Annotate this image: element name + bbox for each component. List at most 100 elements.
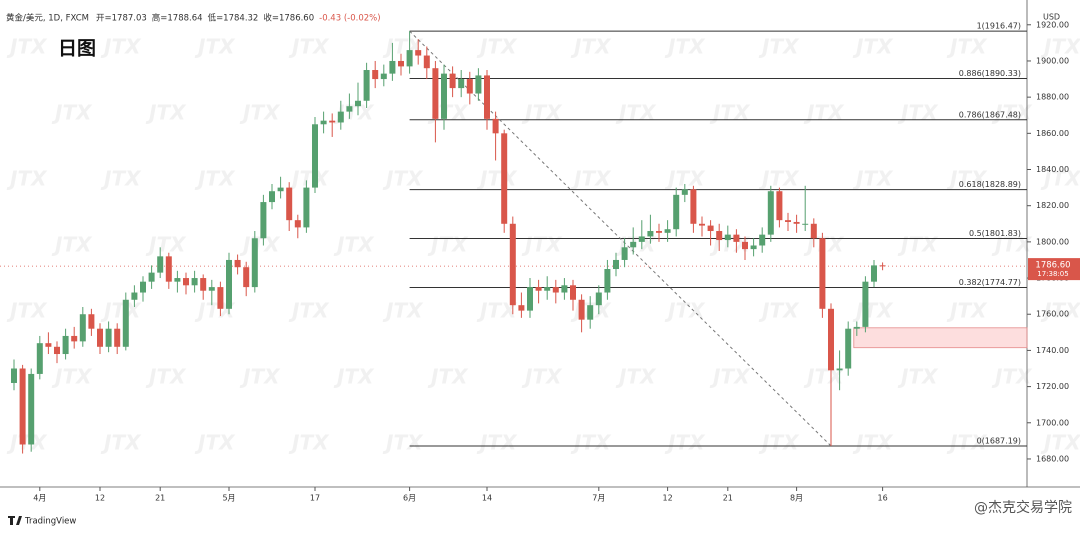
candle-body bbox=[406, 50, 413, 67]
candle-body bbox=[329, 120, 336, 123]
candle-body bbox=[527, 287, 533, 311]
watermark: JTX bbox=[427, 233, 469, 257]
candle-body bbox=[733, 234, 740, 242]
candle-body bbox=[845, 328, 852, 369]
candle-body bbox=[570, 285, 576, 300]
x-tick-label: 4月 bbox=[33, 494, 46, 503]
candle-body bbox=[131, 292, 138, 300]
brand: TradingView bbox=[24, 517, 76, 527]
y-tick-label: 1880.00 bbox=[1036, 93, 1069, 102]
watermark: JTX bbox=[521, 233, 563, 257]
watermark: JTX bbox=[100, 299, 142, 323]
tradingview-logo: TradingView bbox=[8, 516, 76, 527]
candle-body bbox=[243, 267, 250, 288]
candle-body bbox=[183, 278, 189, 286]
quote-item: 开=1787.03 bbox=[96, 14, 147, 24]
watermark: JTX bbox=[991, 233, 1033, 257]
watermark: JTX bbox=[1040, 299, 1080, 323]
candle-body bbox=[707, 225, 714, 232]
y-tick-label: 1900.00 bbox=[1036, 56, 1069, 65]
fib-label: 1(1916.47) bbox=[977, 22, 1021, 31]
watermark: JTX bbox=[239, 101, 281, 125]
watermark: JTX bbox=[852, 431, 894, 455]
candle-body bbox=[294, 220, 301, 228]
y-tick-label: 1920.00 bbox=[1036, 20, 1069, 29]
watermark: JTX bbox=[758, 35, 800, 59]
candle-body bbox=[157, 256, 164, 273]
y-tick-label: 1800.00 bbox=[1036, 237, 1069, 246]
candle-body bbox=[97, 328, 103, 347]
candle-body bbox=[191, 278, 198, 286]
watermark: JTX bbox=[239, 365, 281, 389]
candle-body bbox=[638, 236, 645, 242]
credit: @杰克交易学院 bbox=[974, 499, 1072, 516]
watermark: JTX bbox=[51, 233, 93, 257]
watermark: JTX bbox=[709, 101, 751, 125]
candle-body bbox=[432, 68, 439, 119]
symbol-line: 黄金/美元, 1D, FXCM bbox=[6, 13, 89, 24]
fib-label: 0.886(1890.33) bbox=[959, 69, 1021, 78]
x-tick-label: 21 bbox=[723, 494, 733, 503]
watermark: JTX bbox=[100, 167, 142, 191]
candle-body bbox=[54, 346, 60, 355]
watermark: JTX bbox=[946, 431, 988, 455]
watermark: JTX bbox=[194, 35, 236, 59]
fib-label: 0(1687.19) bbox=[977, 436, 1021, 445]
watermark: JTX bbox=[288, 35, 330, 59]
candle-body bbox=[475, 75, 482, 94]
fib-label: 0.618(1828.89) bbox=[959, 180, 1021, 189]
candle-body bbox=[699, 223, 705, 226]
candle-body bbox=[355, 100, 361, 107]
watermarks: JTX JTX JTX JTX JTX JTX JTX JTX JTX JTX JTX JTX JTX J… bbox=[6, 35, 1080, 455]
fib-label: 0.5(1801.83) bbox=[969, 229, 1021, 238]
chart-title: 日图 bbox=[58, 38, 96, 60]
watermark: JTX bbox=[897, 365, 939, 389]
watermark: JTX bbox=[1040, 35, 1080, 59]
watermark: JTX bbox=[427, 365, 469, 389]
watermark: JTX bbox=[6, 299, 48, 323]
candle-body bbox=[277, 187, 284, 192]
watermark: JTX bbox=[758, 431, 800, 455]
watermark: JTX bbox=[333, 233, 375, 257]
watermark: JTX bbox=[1040, 167, 1080, 191]
candle-body bbox=[862, 281, 869, 327]
candle-body bbox=[871, 265, 877, 282]
watermark: JTX bbox=[664, 35, 706, 59]
y-tick-label: 1680.00 bbox=[1036, 454, 1069, 463]
candle-body bbox=[535, 287, 542, 291]
candle-body bbox=[879, 265, 886, 267]
candle-body bbox=[449, 73, 456, 89]
y-tick-label: 1840.00 bbox=[1036, 165, 1069, 174]
candle-body bbox=[767, 191, 774, 235]
watermark: JTX bbox=[709, 365, 751, 389]
watermark: JTX bbox=[852, 167, 894, 191]
candle-body bbox=[716, 231, 723, 241]
candle-body bbox=[174, 278, 181, 282]
watermark: JTX bbox=[664, 431, 706, 455]
watermark: JTX bbox=[758, 167, 800, 191]
candle-body bbox=[587, 305, 594, 320]
countdown: 17:38:05 bbox=[1037, 270, 1068, 278]
candle-body bbox=[656, 231, 662, 233]
y-tick-label: 1860.00 bbox=[1036, 129, 1069, 138]
candle-body bbox=[200, 278, 207, 291]
candle-body bbox=[793, 221, 800, 224]
candle-body bbox=[518, 305, 525, 311]
watermark: JTX bbox=[145, 233, 187, 257]
candle-body bbox=[853, 326, 860, 329]
watermark: JTX bbox=[382, 431, 424, 455]
candle-body bbox=[742, 241, 748, 250]
watermark: JTX bbox=[145, 101, 187, 125]
candle-body bbox=[140, 281, 146, 293]
candle-body bbox=[828, 308, 834, 371]
quote-item: 高=1788.64 bbox=[152, 13, 203, 24]
candle-body bbox=[28, 373, 35, 445]
price-label: 1786.60 bbox=[1035, 261, 1070, 271]
watermark: JTX bbox=[946, 35, 988, 59]
fib-label: 0.786(1867.48) bbox=[959, 110, 1021, 119]
candle-body bbox=[630, 241, 637, 248]
watermark: JTX bbox=[100, 35, 142, 59]
quote-item: 收=1786.60 bbox=[263, 13, 314, 24]
candle-body bbox=[544, 287, 551, 291]
candle-body bbox=[484, 75, 490, 119]
